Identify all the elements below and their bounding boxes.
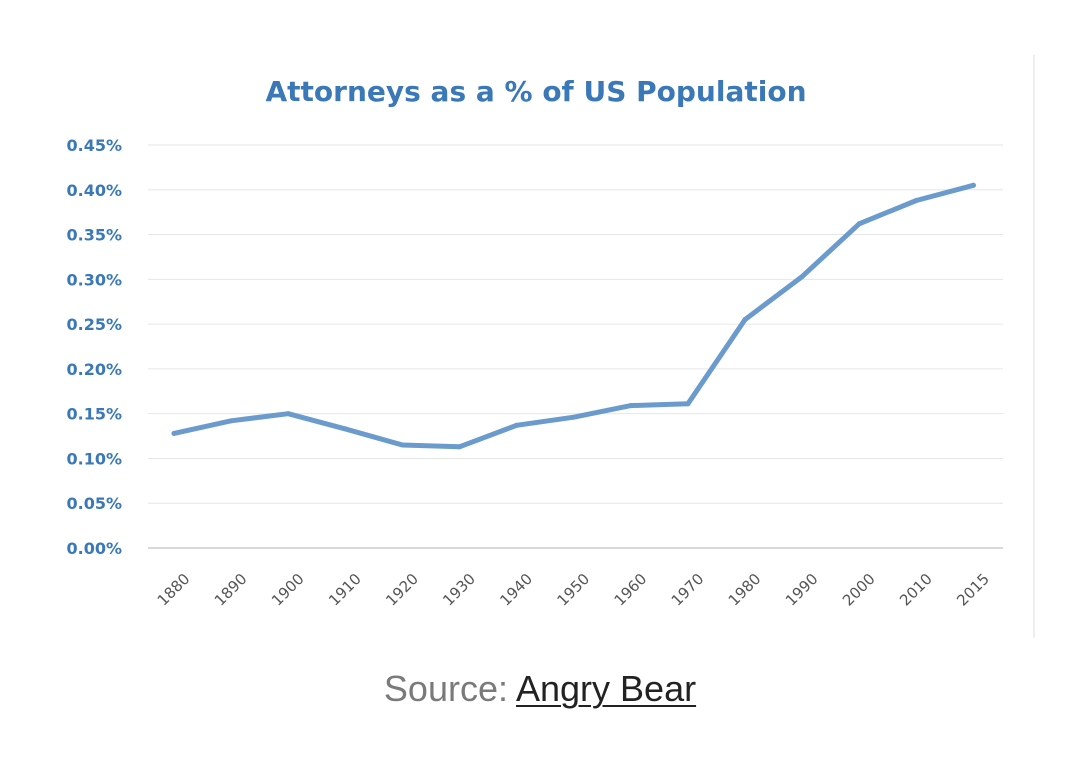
data-point [457, 444, 462, 450]
x-tick-label: 1910 [325, 570, 365, 610]
source-caption: Source: Angry Bear [0, 668, 1080, 710]
data-point [228, 418, 234, 424]
data-point [742, 317, 748, 323]
x-tick-label: 1880 [154, 570, 194, 610]
x-tick-label: 1980 [725, 570, 765, 610]
x-tick-label: 2000 [839, 570, 879, 610]
data-point [171, 430, 177, 436]
y-tick-label: 0.15% [66, 405, 122, 424]
y-tick-label: 0.20% [66, 360, 122, 379]
x-tick-label: 1990 [782, 570, 822, 610]
x-tick-label: 1930 [439, 570, 479, 610]
y-tick-label: 0.05% [66, 494, 122, 513]
y-tick-label: 0.35% [66, 226, 122, 245]
x-tick-label: 1920 [382, 570, 422, 610]
chart-title: Attorneys as a % of US Population [265, 75, 806, 108]
y-tick-label: 0.45% [66, 136, 122, 155]
data-point [342, 426, 348, 432]
source-link[interactable]: Angry Bear [516, 668, 697, 709]
data-point [399, 442, 405, 448]
y-tick-label: 0.10% [66, 449, 122, 468]
data-point [685, 401, 691, 407]
line-chart: Attorneys as a % of US Population 0.00%0… [66, 55, 1035, 638]
x-tick-label: 2015 [953, 570, 993, 610]
data-point [514, 422, 520, 428]
data-point [970, 182, 976, 188]
x-tick-label: 1900 [268, 570, 308, 610]
series-layer [171, 182, 976, 450]
data-point [856, 221, 862, 227]
x-tick-label: 1940 [496, 570, 536, 610]
source-prefix: Source: [383, 668, 516, 709]
x-tick-label: 1950 [553, 570, 593, 610]
data-point [799, 274, 805, 280]
y-tick-label: 0.00% [66, 539, 122, 558]
x-tick-label: 1960 [611, 570, 651, 610]
data-point [571, 414, 577, 420]
x-tick-label: 1890 [211, 570, 251, 610]
x-tick-label: 2010 [896, 570, 936, 610]
y-tick-label: 0.30% [66, 270, 122, 289]
series-line [171, 182, 976, 450]
y-tick-label: 0.25% [66, 315, 122, 334]
y-axis-ticks: 0.00% 0.05% 0.10% 0.15% 0.20% 0.25% 0.30% 0.35%… [66, 136, 122, 558]
y-tick-label: 0.40% [66, 181, 122, 200]
data-point [913, 198, 919, 204]
data-point [628, 403, 634, 409]
x-axis-ticks: 1880 1890 1900 1910 1920 1930 1940 1950 1960 1970… [154, 570, 993, 610]
x-tick-label: 1970 [668, 570, 708, 610]
gridlines [148, 144, 1003, 549]
data-point [285, 411, 291, 417]
